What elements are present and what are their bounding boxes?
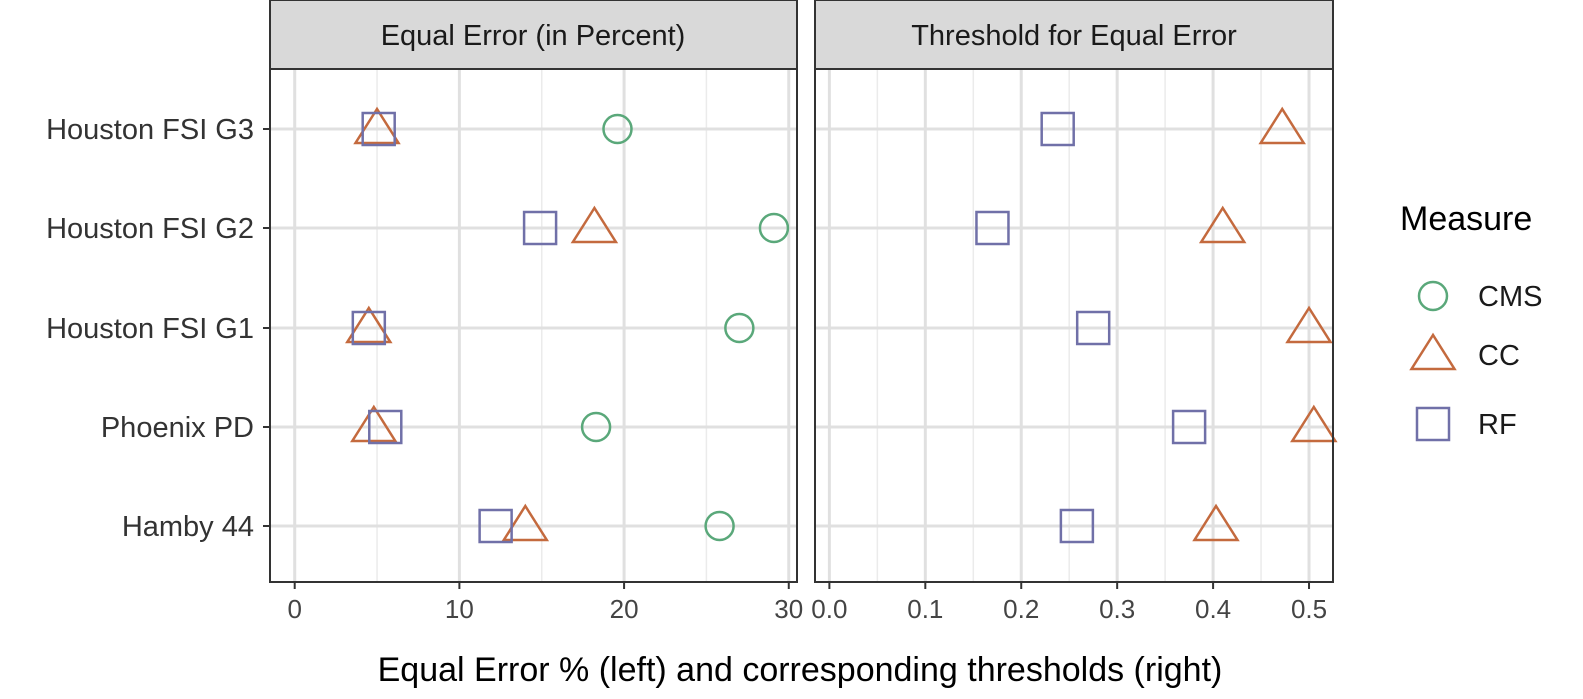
legend: Measure CMS CC RF (1400, 200, 1542, 442)
x-tick-label: 0.1 (907, 594, 943, 624)
y-tick-label: Houston FSI G3 (46, 114, 254, 146)
point-rf-phoenix-pd (1171, 409, 1207, 445)
x-axis-title: Equal Error % (left) and corresponding t… (378, 651, 1223, 689)
point-cc-phoenix-pd (1290, 404, 1338, 443)
points-layer (345, 106, 1338, 544)
point-cc-houston-fsi-g1 (345, 305, 393, 344)
point-cms-phoenix-pd (580, 411, 612, 443)
point-cc-houston-fsi-g3 (1258, 106, 1306, 145)
x-tick-label: 20 (610, 594, 639, 624)
y-tick-label: Hamby 44 (122, 511, 254, 543)
panel-2-strip: Threshold for Equal Error (814, 0, 1334, 70)
point-cc-houston-fsi-g2 (570, 205, 619, 244)
point-cms-houston-fsi-g1 (724, 312, 755, 344)
point-cc-hamby-44 (1192, 503, 1240, 542)
y-tick-label: Houston FSI G2 (46, 213, 254, 245)
point-cms-houston-fsi-g2 (758, 212, 790, 244)
point-cms-houston-fsi-g3 (602, 113, 633, 145)
point-rf-houston-fsi-g2 (975, 210, 1010, 246)
x-tick-label: 0.3 (1099, 594, 1135, 624)
legend-title: Measure (1400, 200, 1532, 238)
panel-1-strip: Equal Error (in Percent) (269, 0, 798, 70)
x-tick-label: 30 (774, 594, 803, 624)
grid-layer (270, 69, 1333, 582)
point-cc-houston-fsi-g2 (1198, 205, 1247, 244)
x-tick-label: 0.5 (1291, 594, 1327, 624)
legend-label-cc: CC (1478, 340, 1520, 372)
legend-label-cms: CMS (1478, 281, 1542, 313)
legend-key-cms (1417, 280, 1449, 312)
point-rf-houston-fsi-g1 (1075, 310, 1111, 346)
x-tick-label: 0.4 (1195, 594, 1231, 624)
point-cc-houston-fsi-g1 (1285, 305, 1333, 344)
y-axis-labels: Hamby 44 Phoenix PD Houston FSI G1 Houston … (46, 114, 270, 543)
x-tick-label: 0.2 (1003, 594, 1039, 624)
point-cc-houston-fsi-g3 (353, 106, 401, 145)
point-rf-houston-fsi-g2 (522, 210, 558, 246)
x-tick-label: 0.0 (811, 594, 847, 624)
point-rf-hamby-44 (478, 508, 513, 544)
point-cc-phoenix-pd (350, 404, 398, 443)
panel-2-background (815, 69, 1333, 582)
point-rf-phoenix-pd (368, 409, 403, 445)
legend-label-rf: RF (1478, 409, 1517, 441)
point-cc-hamby-44 (501, 503, 550, 542)
point-cms-hamby-44 (704, 510, 735, 542)
point-rf-houston-fsi-g3 (1040, 111, 1075, 147)
x-tick-label: 10 (445, 594, 474, 624)
legend-key-rf (1415, 406, 1451, 442)
point-rf-hamby-44 (1059, 508, 1095, 544)
x-tick-label: 0 (287, 594, 301, 624)
point-rf-houston-fsi-g3 (361, 111, 396, 147)
x-axis-labels: 0 10 20 30 0.0 0.1 0.2 0.3 0.4 0.5 (287, 582, 1327, 624)
legend-key-cc (1409, 332, 1457, 371)
y-tick-label: Houston FSI G1 (46, 313, 254, 345)
point-rf-houston-fsi-g1 (351, 310, 387, 346)
panel-2-title: Threshold for Equal Error (911, 20, 1237, 52)
panel-1-background (270, 69, 797, 582)
y-tick-label: Phoenix PD (101, 412, 254, 444)
panel-1-title: Equal Error (in Percent) (381, 20, 686, 52)
